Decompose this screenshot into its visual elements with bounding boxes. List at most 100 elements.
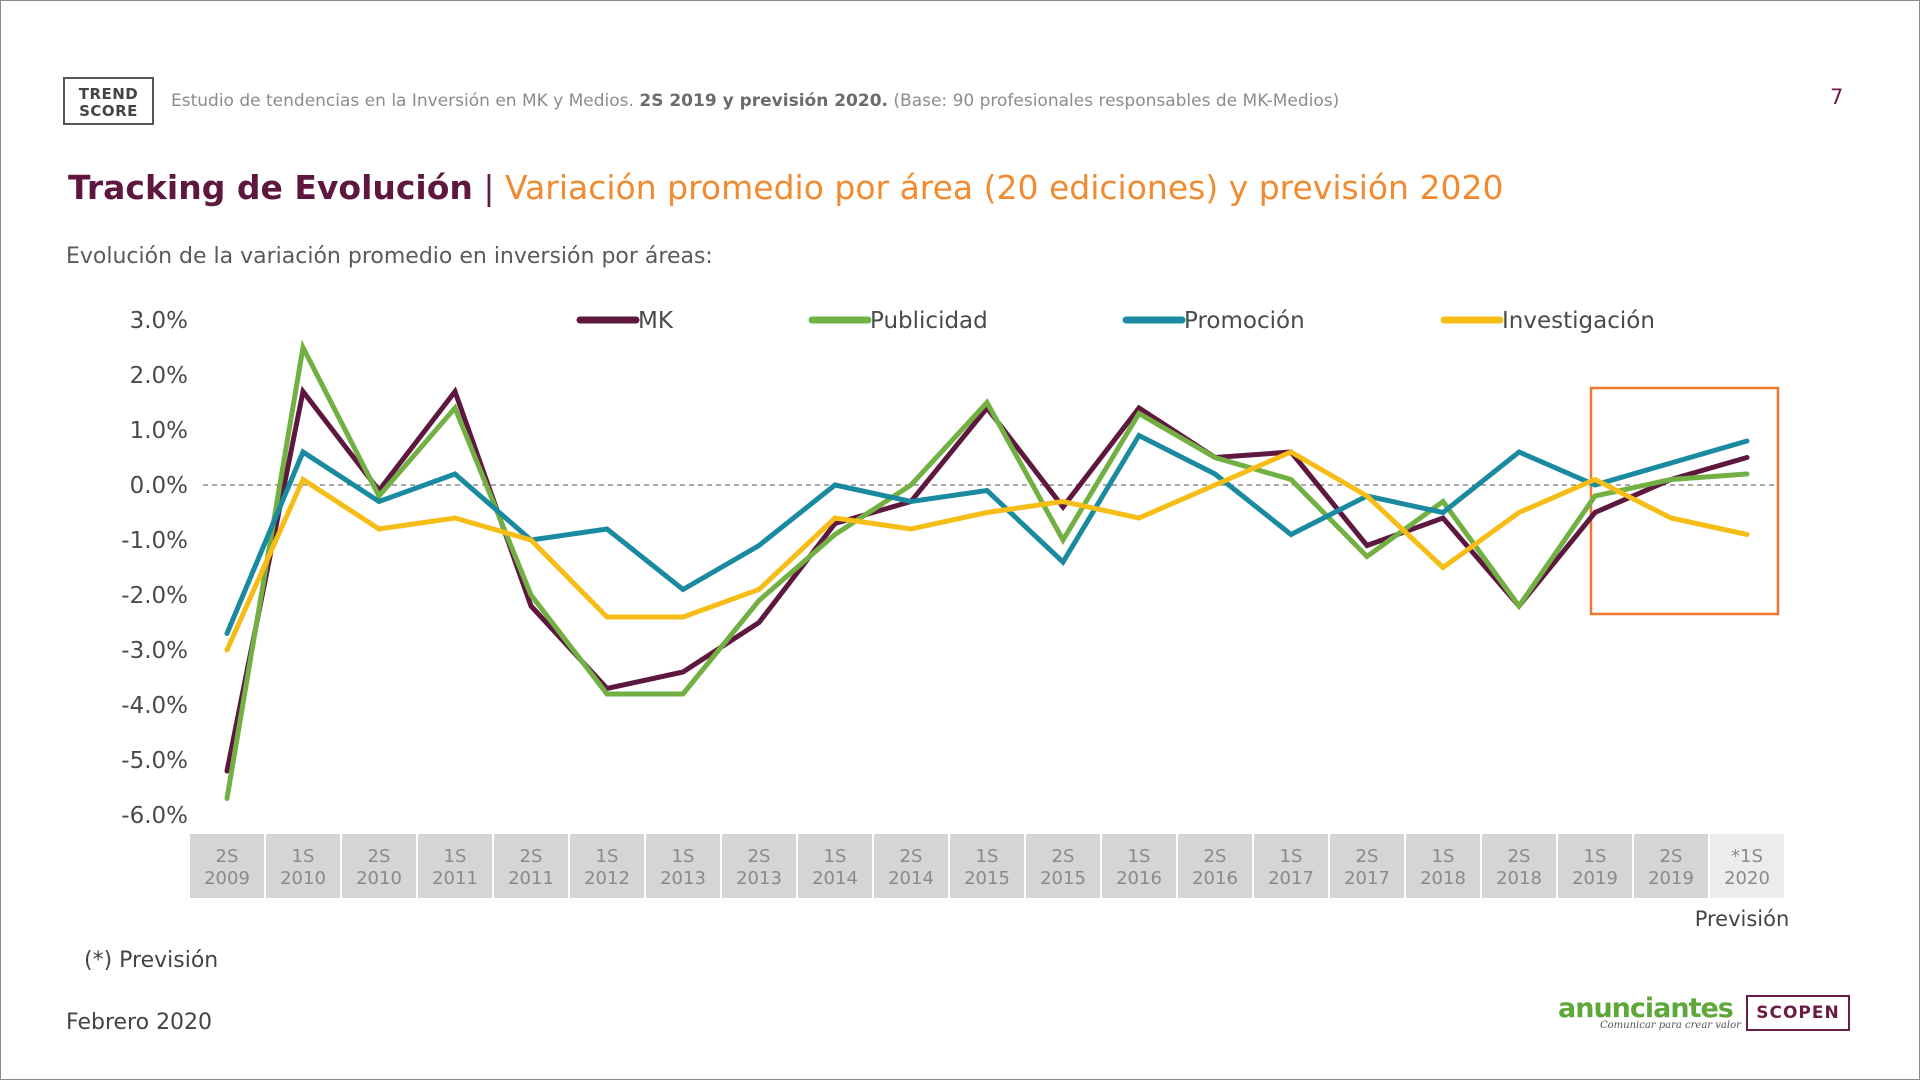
x-tick-label-year: 2013: [736, 868, 782, 889]
study-prefix: Estudio de tendencias en la Inversión en…: [171, 91, 634, 111]
y-tick-label: 0.0%: [130, 473, 188, 499]
trend-score-logo: TREND SCORE: [63, 77, 154, 125]
scopen-logo: SCOPEN: [1746, 995, 1850, 1031]
series-line-investigación: [224, 449, 1750, 653]
legend-label: Promoción: [1184, 308, 1305, 334]
category-cell: [1558, 834, 1632, 898]
category-cell: [1406, 834, 1480, 898]
x-tick-label-year: 2019: [1648, 868, 1694, 889]
x-tick-label-year: 2018: [1420, 868, 1466, 889]
category-cell: [266, 834, 340, 898]
x-tick-label-year: 2010: [356, 868, 402, 889]
category-cell: [646, 834, 720, 898]
x-tick-label-year: 2016: [1192, 868, 1238, 889]
legend: MK Publicidad Promoción Investigación: [576, 308, 1655, 334]
x-tick-label-year: 2009: [204, 868, 250, 889]
x-tick-label-half: 2S: [1204, 846, 1227, 867]
x-tick-label-half: 2S: [520, 846, 543, 867]
x-tick-label-half: *1S: [1731, 846, 1763, 867]
study-suffix: (Base: 90 profesionales responsables de …: [893, 91, 1340, 111]
footnote: (*) Previsión: [84, 948, 219, 973]
x-tick-label-year: 2020: [1724, 868, 1770, 889]
x-tick-label-half: 2S: [1508, 846, 1531, 867]
x-tick-label-year: 2014: [888, 868, 934, 889]
y-tick-label: 3.0%: [130, 308, 188, 334]
legend-label: MK: [638, 308, 674, 334]
category-cell: [1102, 834, 1176, 898]
category-cell: [494, 834, 568, 898]
x-tick-label-year: 2011: [508, 868, 554, 889]
x-tick-label-half: 2S: [1356, 846, 1379, 867]
x-tick-label-year: 2016: [1116, 868, 1162, 889]
page-number: 7: [1830, 85, 1844, 109]
series-line-publicidad: [224, 339, 1750, 801]
category-cell: [1482, 834, 1556, 898]
x-tick-label-half: 2S: [900, 846, 923, 867]
title-separator: |: [483, 168, 495, 207]
category-cell: [1254, 834, 1328, 898]
logo-line-1: TREND: [78, 85, 139, 103]
series-line-promoción: [224, 432, 1750, 636]
x-tick-label-year: 2014: [812, 868, 858, 889]
y-axis: 3.0% 2.0% 1.0% 0.0% -1.0% -2.0% -3.0% -4.0% -5.0…: [121, 308, 188, 829]
study-description: Estudio de tendencias en la Inversión en…: [171, 91, 1339, 111]
chart-subtitle: Evolución de la variación promedio en in…: [66, 244, 713, 269]
x-tick-label-half: 2S: [1660, 846, 1683, 867]
category-cell: [1178, 834, 1252, 898]
study-bold: 2S 2019 y previsión 2020.: [639, 91, 888, 111]
x-tick-label-half: 1S: [444, 846, 467, 867]
category-cell: [874, 834, 948, 898]
x-tick-label-half: 1S: [1584, 846, 1607, 867]
y-tick-label: -5.0%: [121, 748, 188, 774]
x-tick-label-half: 1S: [1128, 846, 1151, 867]
x-tick-label-year: 2013: [660, 868, 706, 889]
x-tick-label-year: 2017: [1344, 868, 1390, 889]
x-tick-label-half: 1S: [292, 846, 315, 867]
y-tick-label: -6.0%: [121, 803, 188, 829]
category-cell: [1710, 834, 1784, 898]
category-cell: [1026, 834, 1100, 898]
category-cell: [190, 834, 264, 898]
x-tick-label-half: 2S: [748, 846, 771, 867]
x-tick-label-half: 1S: [672, 846, 695, 867]
x-tick-label-half: 2S: [216, 846, 239, 867]
y-tick-label: 2.0%: [130, 363, 188, 389]
date-label: Febrero 2020: [66, 1010, 213, 1035]
logo-line-2: SCORE: [79, 102, 138, 120]
category-cell: [950, 834, 1024, 898]
x-tick-label-year: 2017: [1268, 868, 1314, 889]
x-tick-label-year: 2011: [432, 868, 478, 889]
category-cell: [1634, 834, 1708, 898]
x-tick-label-year: 2018: [1496, 868, 1542, 889]
category-axis-background: [190, 834, 1784, 898]
x-tick-label-half: 1S: [1432, 846, 1455, 867]
x-tick-label-year: 2015: [1040, 868, 1086, 889]
category-cell: [798, 834, 872, 898]
x-tick-label-half: 1S: [596, 846, 619, 867]
x-axis: 2S20091S20102S20101S20112S20111S20121S20…: [204, 846, 1770, 889]
category-cell: [722, 834, 796, 898]
legend-label: Publicidad: [870, 308, 988, 334]
x-tick-label-year: 2010: [280, 868, 326, 889]
anunciantes-tagline: Comunicar para crear valor: [1600, 1020, 1741, 1031]
x-tick-label-year: 2015: [964, 868, 1010, 889]
series-line-mk: [224, 385, 1750, 774]
x-tick-label-half: 1S: [976, 846, 999, 867]
anunciantes-logo: anunciantes: [1558, 993, 1734, 1024]
x-tick-label-year: 2012: [584, 868, 630, 889]
x-tick-label-half: 2S: [1052, 846, 1075, 867]
y-tick-label: -1.0%: [121, 528, 188, 554]
y-tick-label: 1.0%: [130, 418, 188, 444]
category-cell: [418, 834, 492, 898]
x-tick-label-half: 1S: [1280, 846, 1303, 867]
x-tick-label-year: 2019: [1572, 868, 1618, 889]
legend-label: Investigación: [1502, 308, 1655, 334]
x-tick-label-half: 1S: [824, 846, 847, 867]
title-main: Tracking de Evolución: [68, 168, 473, 207]
page-title: Tracking de Evolución | Variación promed…: [68, 168, 1503, 207]
forecast-label: Previsión: [1695, 907, 1790, 931]
series-layer: [224, 339, 1750, 801]
title-sub: Variación promedio por área (20 edicione…: [505, 168, 1504, 207]
category-cell: [570, 834, 644, 898]
